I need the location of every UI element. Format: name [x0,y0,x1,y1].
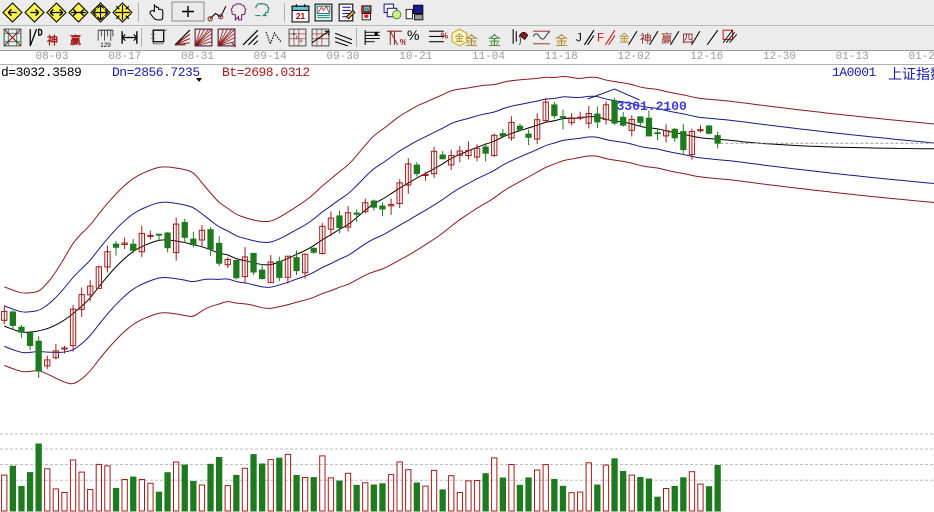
svg-text:F: F [597,33,604,45]
svg-text:金: 金 [455,33,465,45]
svg-text:21: 21 [296,11,306,21]
svg-text:J: J [576,33,582,45]
svg-text:%: % [441,31,448,41]
svg-text:金: 金 [619,32,630,45]
svg-text:%: % [400,37,406,47]
svg-text:129: 129 [100,42,111,48]
